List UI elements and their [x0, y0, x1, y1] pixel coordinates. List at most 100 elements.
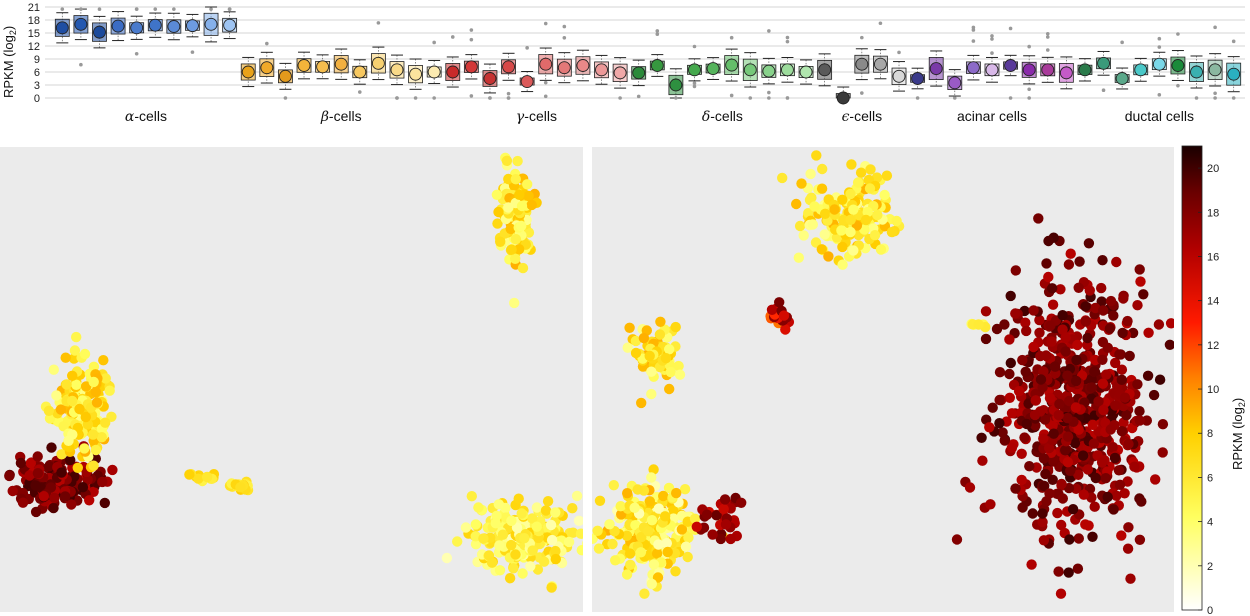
cell-point	[25, 458, 36, 469]
cell-point	[90, 386, 102, 398]
outlier-point	[1120, 40, 1124, 45]
cell-point	[1006, 442, 1018, 453]
cell-point	[527, 545, 538, 556]
cell-point	[862, 206, 873, 218]
cell-point	[683, 532, 694, 543]
cell-point	[441, 552, 453, 564]
cell-point	[1080, 301, 1091, 312]
outlier-point	[432, 40, 436, 45]
colorbar-tick-label: 20	[1207, 163, 1219, 175]
cell-point	[104, 385, 115, 396]
cell-point	[651, 548, 663, 559]
cell-point	[1121, 410, 1132, 421]
cell-point	[46, 442, 57, 453]
cell-point	[100, 373, 111, 384]
colorbar-tick-label: 4	[1207, 517, 1213, 529]
cell-point	[1097, 354, 1108, 365]
cell-point	[1055, 284, 1066, 295]
cell-point	[1114, 479, 1126, 490]
median-point	[595, 63, 608, 77]
cell-point	[1122, 543, 1134, 554]
cell-point	[80, 411, 92, 423]
outlier-point	[450, 35, 455, 39]
cell-point	[1056, 519, 1067, 531]
median-point	[371, 56, 385, 70]
cell-point	[872, 209, 883, 221]
cell-point	[1004, 392, 1015, 403]
cell-point	[72, 462, 84, 473]
median-point	[1004, 59, 1018, 72]
cell-point	[1086, 382, 1097, 393]
outlier-point	[729, 35, 734, 40]
cell-point	[711, 510, 722, 521]
cell-point	[452, 536, 463, 547]
median-point	[557, 61, 571, 75]
cell-point	[1053, 409, 1064, 421]
cell-point	[1134, 264, 1145, 275]
outlier-point	[1027, 44, 1031, 49]
cell-point	[644, 350, 655, 362]
cell-point	[1143, 327, 1154, 338]
outlier-point	[1231, 39, 1236, 44]
outlier-point	[525, 46, 529, 50]
cell-point	[88, 460, 99, 471]
cell-point	[540, 505, 552, 516]
cell-point	[510, 174, 521, 185]
colorbar-tick-label: 14	[1207, 296, 1219, 308]
cell-point	[1134, 415, 1145, 426]
outlier-point	[60, 7, 65, 11]
group-label: β-cells	[320, 108, 362, 125]
cell-point	[1038, 453, 1050, 464]
cell-point	[886, 226, 898, 238]
outlier-point	[134, 7, 139, 11]
cell-point	[1100, 473, 1111, 484]
cell-point	[1087, 419, 1098, 430]
cell-point	[96, 432, 108, 443]
median-point	[1208, 63, 1222, 77]
cell-point	[796, 178, 807, 189]
cell-point	[646, 366, 657, 377]
outlier-point	[1008, 96, 1013, 100]
cell-point	[622, 488, 633, 499]
cell-point	[1124, 350, 1135, 362]
cell-point	[848, 204, 859, 215]
cell-point	[1072, 339, 1083, 351]
cell-point	[1040, 468, 1051, 480]
median-point	[409, 67, 423, 81]
cell-point	[837, 241, 848, 253]
cell-point	[546, 534, 558, 546]
outlier-point	[971, 25, 976, 30]
cell-point	[607, 538, 618, 550]
median-point	[873, 57, 887, 71]
cell-point	[1039, 414, 1051, 425]
cell-point	[1072, 563, 1084, 574]
median-point	[688, 63, 701, 77]
cell-point	[720, 519, 732, 530]
cell-point	[1125, 573, 1136, 584]
cell-point	[88, 486, 99, 497]
cell-point	[625, 559, 636, 570]
cell-point	[881, 170, 893, 181]
cell-point	[1006, 408, 1018, 419]
cell-point	[1109, 452, 1121, 464]
cell-point	[24, 470, 35, 481]
cell-point	[567, 503, 578, 514]
cell-point	[1165, 318, 1174, 329]
cell-point	[869, 230, 881, 241]
cell-point	[663, 482, 675, 494]
cell-point	[1021, 325, 1032, 337]
cell-point	[604, 519, 615, 530]
cell-point	[1065, 248, 1076, 259]
cell-point	[508, 563, 519, 574]
median-point	[502, 60, 515, 74]
cell-point	[7, 485, 18, 497]
cell-point	[1004, 368, 1015, 380]
median-point	[223, 18, 237, 32]
median-point	[1152, 57, 1166, 71]
cell-point	[766, 304, 778, 315]
cell-point	[1035, 374, 1047, 385]
outlier-point	[1008, 26, 1013, 31]
median-point	[966, 61, 980, 75]
cell-point	[1020, 317, 1031, 328]
cell-point	[17, 497, 29, 508]
